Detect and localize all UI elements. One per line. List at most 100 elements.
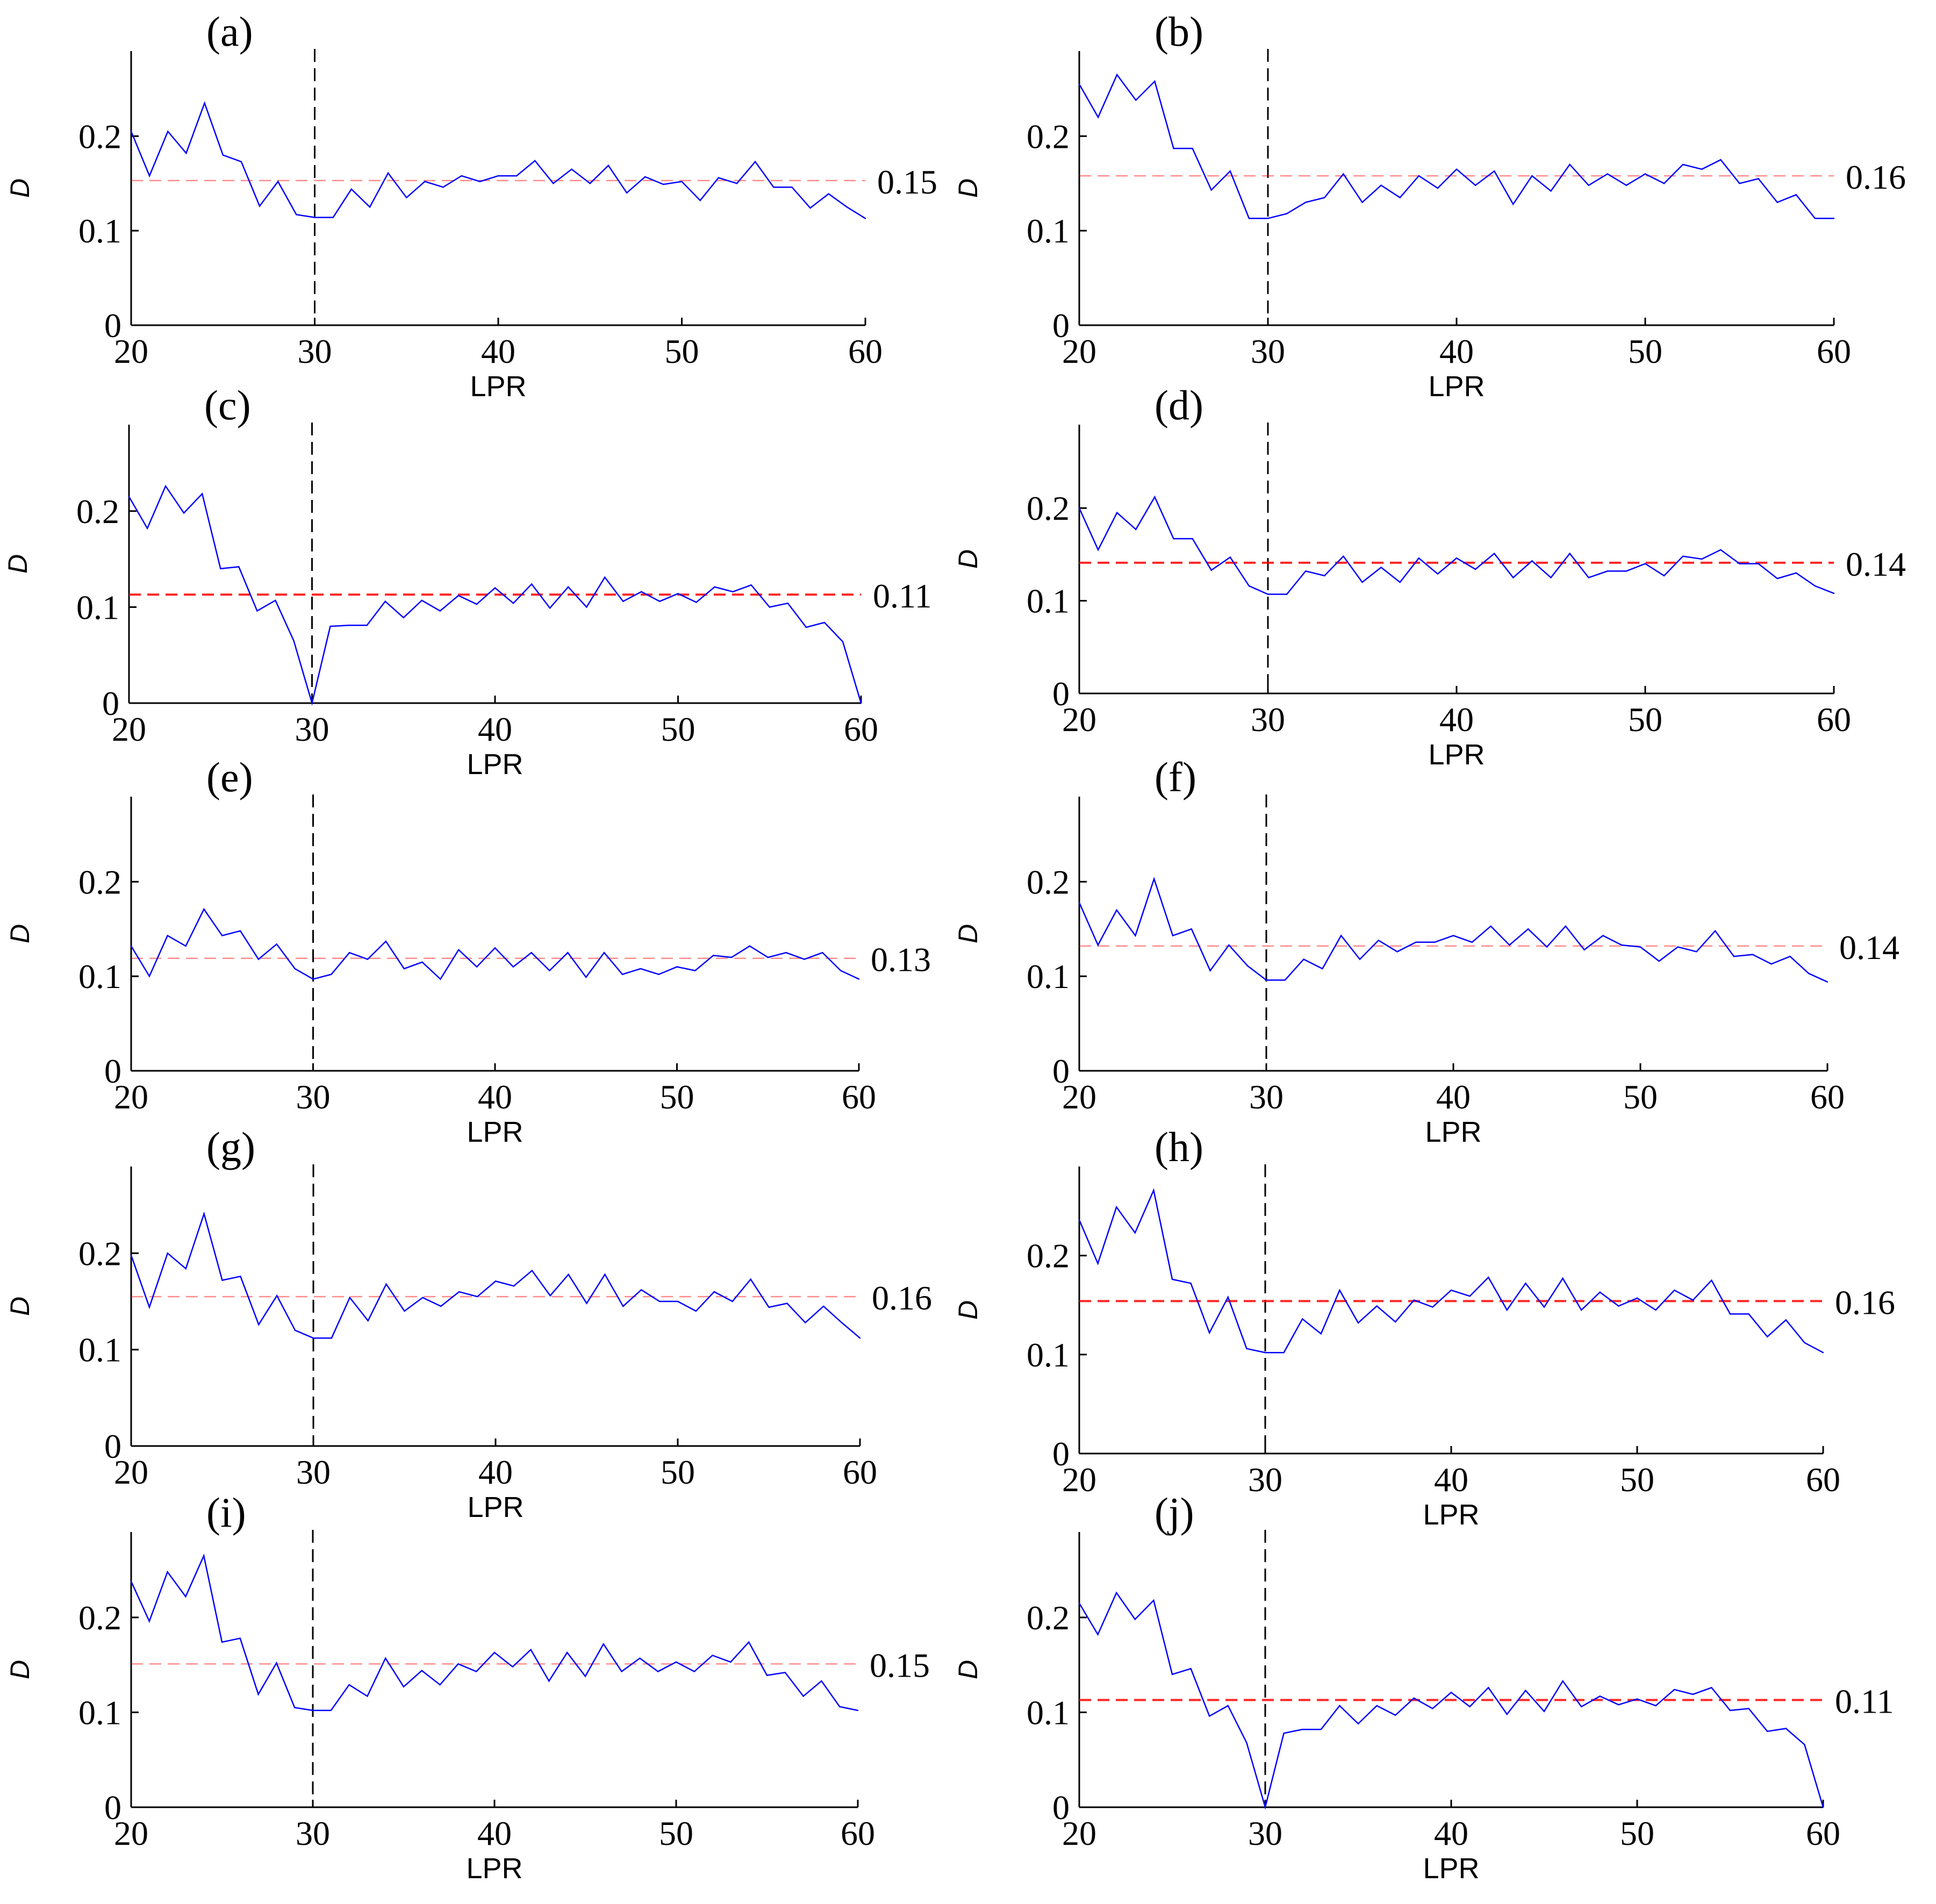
data-point [257, 1693, 259, 1695]
data-point [1525, 1283, 1526, 1284]
data-point [1490, 925, 1492, 927]
y-tick-label: 0.1 [78, 1693, 121, 1731]
x-tick-label: 60 [843, 1453, 877, 1491]
data-point [366, 625, 368, 626]
data-point [1748, 1708, 1749, 1709]
data-point [644, 176, 646, 178]
data-point [1729, 1709, 1731, 1712]
data-point [240, 161, 242, 162]
x-tick-label: 30 [1248, 1461, 1282, 1499]
x-tick-label: 50 [660, 1078, 694, 1116]
x-tick-label: 20 [112, 710, 146, 748]
data-point [787, 603, 789, 604]
data-point [773, 187, 775, 188]
data-point [421, 961, 423, 963]
data-point [276, 1662, 277, 1664]
data-point [1154, 496, 1156, 498]
data-point [1376, 1305, 1378, 1307]
y-axis-title: D [5, 178, 35, 198]
data-point [1795, 572, 1797, 574]
data-point [1776, 578, 1778, 579]
data-point [1711, 1279, 1712, 1281]
data-point [749, 945, 751, 947]
data-point [1078, 901, 1080, 904]
data-point [586, 606, 587, 608]
x-tick-label: 30 [298, 332, 332, 370]
y-axis-title: D [953, 178, 983, 198]
data-point [549, 970, 550, 971]
panel-i: 20 30 40 50 60 0 0.1 0.2 LPR D 0.15 (i) [5, 1489, 930, 1885]
data-point [1455, 168, 1458, 170]
data-point [406, 197, 407, 198]
x-axis-title: LPR [1425, 1116, 1481, 1148]
data-point [1599, 1695, 1601, 1697]
data-point [639, 1657, 641, 1659]
data-point [185, 945, 187, 947]
data-point [822, 951, 823, 954]
data-point [694, 970, 696, 971]
data-point [204, 102, 205, 104]
x-axis-title: LPR [470, 370, 526, 403]
y-axis-title: D [5, 1297, 35, 1316]
data-point [1469, 1706, 1471, 1708]
data-point [1607, 173, 1608, 175]
series-line [130, 1554, 858, 1712]
data-point [1264, 1806, 1266, 1808]
x-tick-label: 60 [1810, 1078, 1845, 1116]
data-point [403, 968, 405, 970]
data-point [1770, 963, 1772, 965]
data-point [421, 599, 422, 602]
y-tick-label: 0 [1052, 1435, 1070, 1473]
y-tick-label: 0 [1052, 675, 1070, 713]
data-point [1525, 1690, 1526, 1692]
y-tick-label: 0.2 [1027, 489, 1070, 527]
data-point [1826, 981, 1829, 983]
data-point [148, 175, 150, 177]
data-point [754, 161, 756, 162]
data-point [1229, 170, 1231, 172]
data-point [294, 1329, 296, 1332]
x-tick-label: 60 [842, 1078, 876, 1116]
data-point [553, 183, 554, 184]
data-point [1739, 183, 1740, 184]
panel-j: 20 30 40 50 60 0 0.1 0.2 LPR D 0.11 (j) [953, 1489, 1894, 1885]
reference-label: 0.11 [1835, 1682, 1894, 1720]
data-point [1715, 930, 1716, 932]
data-point [1658, 960, 1660, 962]
data-point [1471, 941, 1473, 943]
data-point [1418, 175, 1419, 177]
x-tick-label: 30 [1251, 700, 1285, 739]
data-point [1135, 528, 1137, 531]
x-tick-label: 30 [1251, 332, 1285, 370]
x-tick-label: 50 [1628, 332, 1662, 370]
y-tick-label: 0.1 [1027, 1693, 1070, 1731]
data-point [369, 206, 371, 208]
data-point [1210, 189, 1212, 191]
y-axis-title: D [953, 924, 983, 943]
data-point [203, 908, 205, 910]
data-point [1588, 184, 1589, 186]
data-point [1154, 81, 1156, 82]
y-tick-label: 0 [104, 1427, 121, 1465]
y-axis-title: D [953, 1300, 983, 1320]
x-tick-label: 40 [478, 710, 512, 748]
data-point [1418, 557, 1419, 559]
data-point [1692, 1693, 1694, 1695]
data-point [1474, 184, 1476, 186]
data-point [641, 1289, 642, 1291]
data-point [549, 607, 551, 609]
x-axis-title: LPR [466, 1852, 522, 1885]
y-tick-label: 0.2 [78, 1234, 121, 1272]
series-line [1078, 495, 1834, 595]
data-point [693, 1671, 695, 1672]
data-point [1302, 1318, 1303, 1320]
data-point [1339, 1705, 1340, 1707]
data-point [440, 978, 441, 980]
x-tick-label: 40 [478, 1078, 512, 1116]
data-point [784, 1672, 786, 1673]
data-point [1822, 1351, 1824, 1354]
data-point [203, 1555, 205, 1557]
data-point [1711, 1687, 1712, 1688]
data-point [128, 496, 130, 498]
data-point [809, 207, 811, 209]
